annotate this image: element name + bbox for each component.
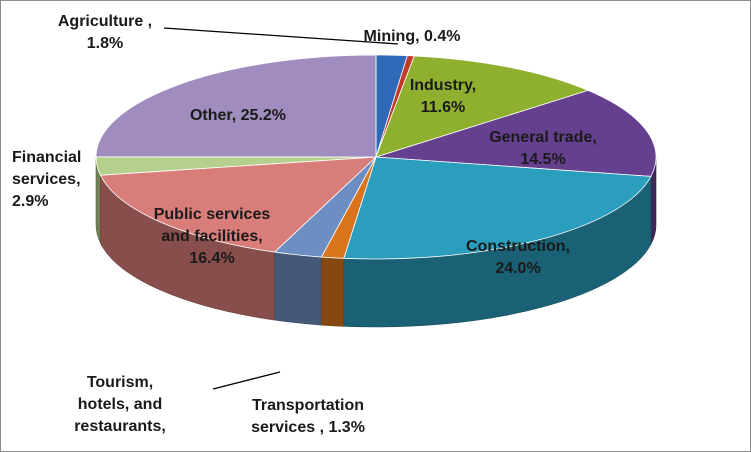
label-agriculture: Agriculture , 1.8% (58, 13, 152, 52)
label-line: Other, 25.2% (190, 107, 286, 124)
label-line: General trade, (489, 129, 597, 146)
label-line: services, (12, 171, 81, 188)
label-other: Other, 25.2% (190, 107, 286, 124)
label-mining: Mining, 0.4% (364, 28, 461, 45)
leader-lines (163, 27, 399, 390)
label-line: Transportation (252, 397, 364, 414)
slice-labels: Agriculture , 1.8% Mining, 0.4% Industry, 11… (12, 13, 597, 436)
label-line: Industry, (410, 77, 476, 94)
label-line: Financial (12, 149, 81, 166)
label-construction: Construction, 24.0% (466, 238, 570, 277)
slice-side-transportation-services-5 (321, 256, 345, 327)
label-line: restaurants, (74, 418, 166, 435)
label-general-trade: General trade, 14.5% (489, 129, 597, 168)
label-public-services-and-facilities: Public services and facilities, 16.4% (154, 206, 271, 267)
leader-agriculture (163, 27, 399, 45)
label-line: Agriculture , (58, 13, 152, 30)
label-line: 1.8% (87, 35, 123, 52)
pie-tops (95, 54, 657, 260)
label-line: 24.0% (495, 260, 540, 277)
label-financial-services: Financial services, 2.9% (12, 149, 81, 210)
slice-public-services-and-facilities (99, 156, 378, 253)
label-line: and facilities, (161, 228, 262, 245)
label-line: 14.5% (520, 151, 565, 168)
label-industry: Industry, 11.6% (410, 77, 476, 116)
slice-other (95, 54, 377, 158)
slice-general-trade (375, 89, 657, 177)
label-line: Mining, 0.4% (364, 28, 461, 45)
slice-industry (375, 55, 590, 158)
label-line: services , 1.3% (251, 419, 365, 436)
label-transportation-services: Transportation services , 1.3% (251, 397, 365, 436)
slice-construction (343, 156, 652, 260)
label-line: Public services (154, 206, 271, 223)
leader-tourism (212, 371, 281, 390)
label-line: Construction, (466, 238, 570, 255)
slice-side-tourism-hotels-and-restaurants-4 (274, 251, 322, 326)
label-line: hotels, and (78, 396, 162, 413)
label-line: 2.9% (12, 193, 48, 210)
label-line: 16.4% (189, 250, 234, 267)
label-tourism-hotels-and-restaurants: Tourism, hotels, and restaurants, (74, 374, 166, 435)
label-line: Tourism, (87, 374, 153, 391)
label-line: 11.6% (421, 99, 465, 116)
